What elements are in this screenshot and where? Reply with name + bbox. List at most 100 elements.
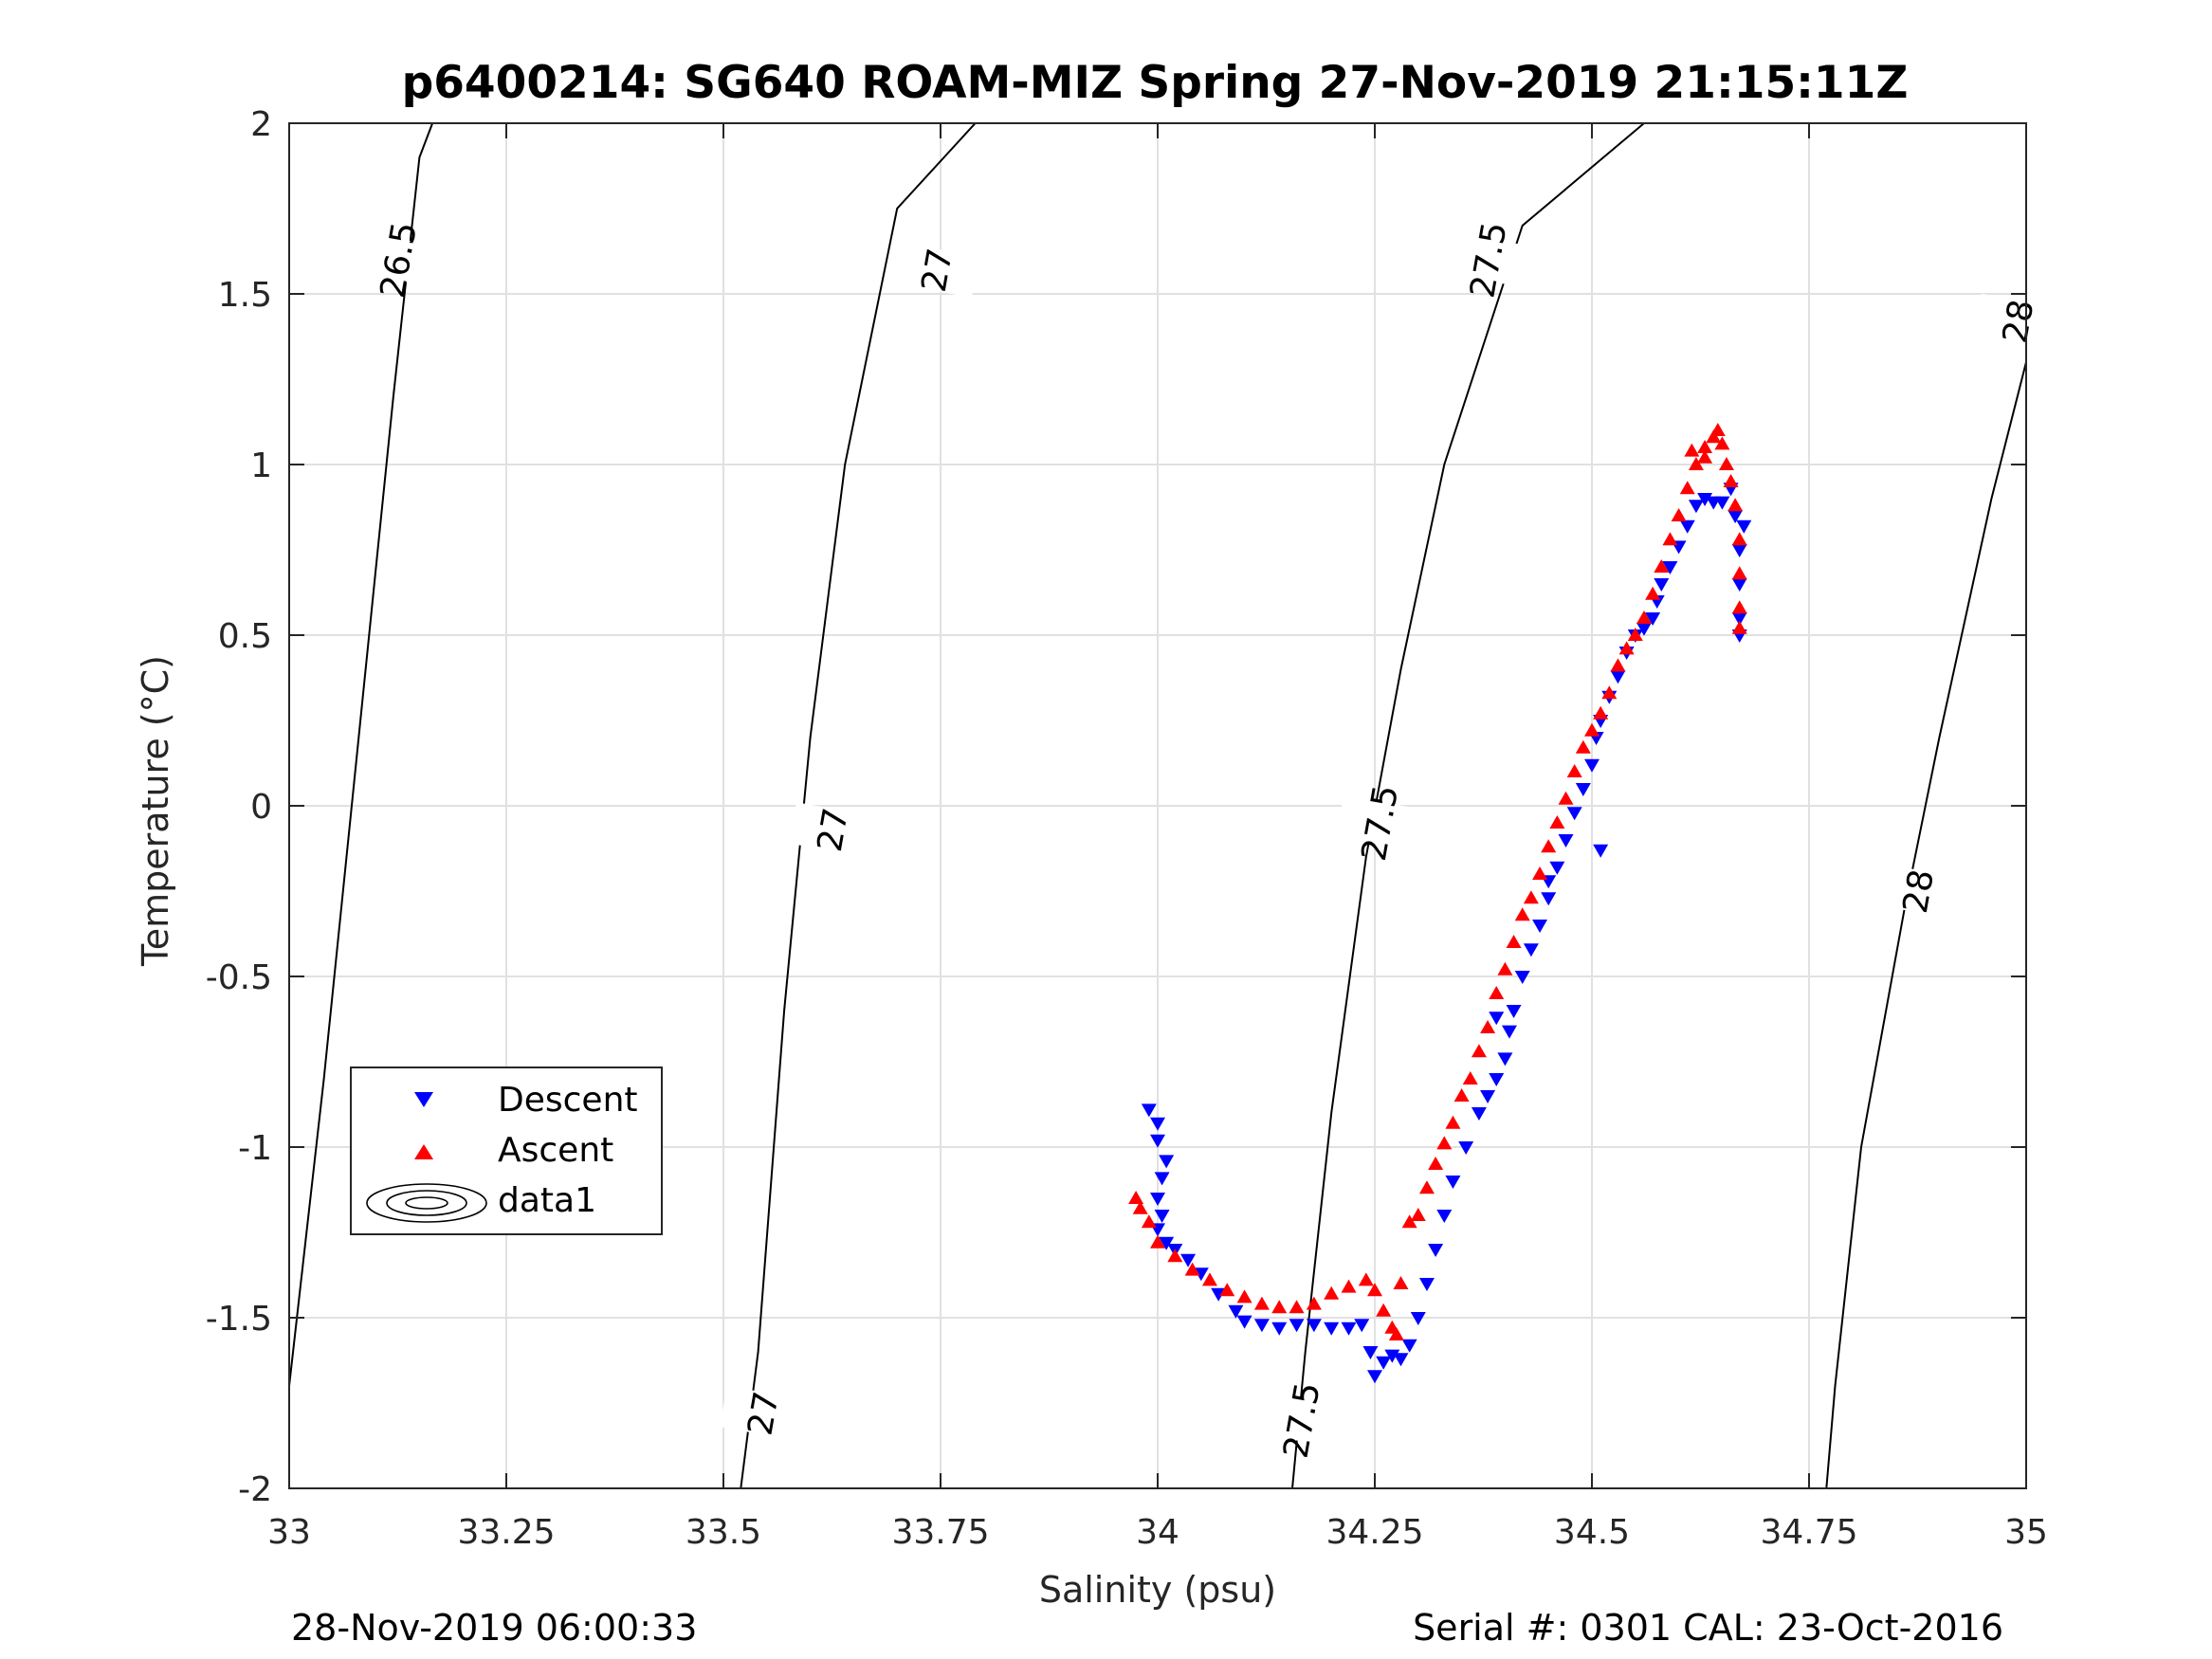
ascent-point (1289, 1300, 1305, 1314)
ascent-point (1128, 1191, 1144, 1204)
contour-label: 28 (1996, 297, 2041, 346)
x-tick-label: 33.75 (891, 1513, 989, 1552)
ascent-point (1566, 764, 1582, 777)
ascent-point (1236, 1289, 1252, 1304)
y-tick-label: 0.5 (218, 617, 272, 656)
descent-point (1714, 496, 1730, 510)
ascent-point (1706, 429, 1722, 444)
contour-label-bg (1444, 232, 1531, 287)
ascent-point (1731, 566, 1747, 580)
descent-point (1436, 1210, 1453, 1223)
ascent-point (1271, 1300, 1288, 1314)
contour-line (740, 122, 977, 1489)
ascent-point (1718, 457, 1734, 470)
x-tick-label: 34.25 (1325, 1513, 1423, 1552)
ascent-point (1723, 474, 1739, 487)
contour-label: 28 (1896, 866, 1942, 916)
ascent-point (1132, 1200, 1148, 1214)
contour-label-bg (789, 802, 875, 858)
y-tick-label: -1 (238, 1129, 272, 1168)
y-tick-label: -0.5 (206, 958, 272, 997)
descent-point (1418, 1278, 1435, 1291)
ascent-point (1654, 559, 1670, 573)
descent-point (1497, 1052, 1513, 1066)
ascent-point (1445, 1115, 1461, 1129)
ascent-point (1714, 436, 1730, 450)
descent-point (1393, 1353, 1409, 1367)
contour-label-bg (1874, 864, 1961, 919)
descent-point (1458, 1141, 1474, 1155)
y-tick-label: -2 (238, 1470, 272, 1509)
ascent-point (1324, 1285, 1340, 1300)
descent-point (1401, 1339, 1417, 1353)
descent-point (1489, 1073, 1505, 1086)
descent-point (1731, 544, 1747, 557)
ascent-point (1497, 961, 1513, 975)
ascent-point (1167, 1249, 1183, 1263)
descent-point (1662, 561, 1678, 574)
contour-label: 27 (915, 246, 960, 295)
descent-point (1180, 1253, 1197, 1267)
ascent-point (1453, 1088, 1470, 1102)
ascent-point (1401, 1214, 1417, 1229)
descent-point (1679, 520, 1695, 534)
ascent-point (1731, 532, 1747, 546)
ascent-point (1141, 1214, 1157, 1229)
descent-point (1150, 1117, 1165, 1131)
legend-descent-label: Descent (498, 1081, 638, 1120)
descent-point (1445, 1176, 1461, 1189)
ascent-point (1253, 1296, 1270, 1310)
x-tick-label: 34.75 (1760, 1513, 1857, 1552)
ascent-point (1662, 532, 1678, 546)
ascent-point (1219, 1283, 1235, 1297)
descent-point (1523, 943, 1539, 957)
ascent-point (1367, 1283, 1382, 1297)
ascent-point (1480, 1020, 1496, 1033)
ascent-point (1150, 1234, 1165, 1249)
descent-point (1159, 1236, 1175, 1250)
ascent-point (1306, 1296, 1322, 1310)
descent-point (1159, 1155, 1175, 1169)
contour-label-bg (893, 242, 979, 298)
ascent-point (1471, 1044, 1487, 1058)
ascent-point (1388, 1327, 1404, 1340)
y-tick-label: 0 (250, 788, 272, 827)
ascent-point (1201, 1272, 1217, 1286)
ascent-point (1358, 1272, 1374, 1286)
ascent-point (1184, 1262, 1200, 1276)
ascent-point (1627, 628, 1643, 641)
descent-point (1610, 670, 1626, 684)
descent-point (1154, 1210, 1170, 1223)
descent-point (1367, 1370, 1382, 1384)
descent-point (1584, 758, 1600, 773)
x-tick-label: 33.25 (457, 1513, 555, 1552)
descent-point (1636, 622, 1652, 636)
x-axis-ticks: 33 33.25 33.5 33.75 34 34.25 34.5 34.75 35 (267, 123, 2048, 1552)
ascent-point (1428, 1157, 1444, 1170)
ascent-point (1532, 866, 1548, 880)
legend-contour-icon (366, 1183, 487, 1223)
descent-point (1362, 1346, 1379, 1359)
descent-point (1324, 1322, 1340, 1336)
descent-point (1728, 510, 1744, 523)
legend-descent-marker (414, 1092, 433, 1107)
ascent-point (1618, 641, 1635, 655)
contour-label-bg (1336, 795, 1422, 850)
legend-box (350, 1066, 663, 1235)
ascent-point (1584, 722, 1600, 737)
ascent-point (1610, 658, 1626, 672)
descent-point (1489, 1012, 1505, 1026)
descent-point (1306, 1319, 1322, 1333)
ascent-point (1523, 890, 1539, 904)
ascent-point (1436, 1136, 1453, 1150)
descent-point (1731, 612, 1747, 626)
ascent-point (1410, 1208, 1426, 1221)
ascent-point (1549, 815, 1565, 829)
ascent-point (1376, 1303, 1392, 1317)
ascent-point (1506, 935, 1522, 948)
ascent-point (1671, 508, 1687, 521)
ascent-point (1645, 586, 1661, 600)
ascent-point (1697, 440, 1713, 453)
